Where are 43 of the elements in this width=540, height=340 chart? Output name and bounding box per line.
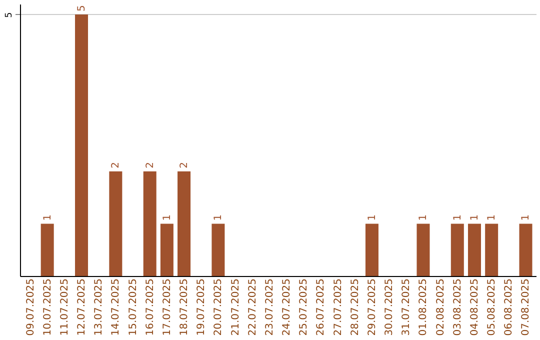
data-label: 1	[520, 214, 532, 221]
x-tick-label: 27.07.2025	[332, 278, 344, 336]
x-tick-label: 11.07.2025	[59, 278, 70, 336]
data-label: 1	[213, 214, 224, 221]
x-tick-label: 19.07.2025	[196, 278, 208, 336]
data-label: 5	[76, 5, 88, 12]
data-label: 2	[110, 162, 122, 168]
data-label: 1	[469, 214, 480, 221]
x-tick-label: 20.07.2025	[213, 278, 224, 336]
x-tick-label: 10.07.2025	[42, 278, 54, 336]
x-tick-label: 06.08.2025	[504, 278, 515, 336]
x-tick-label: 09.07.2025	[25, 278, 36, 336]
x-tick-label: 29.07.2025	[366, 278, 378, 336]
data-label: 1	[418, 214, 430, 221]
x-tick-label: 22.07.2025	[247, 278, 258, 336]
x-tick-label: 18.07.2025	[179, 278, 190, 336]
data-label: 1	[366, 214, 378, 221]
data-label: 1	[486, 214, 498, 221]
x-tick-label: 31.07.2025	[401, 278, 412, 336]
x-tick-label: 14.07.2025	[110, 278, 122, 336]
x-tick-label: 01.08.2025	[418, 278, 430, 336]
x-tick-label: 23.07.2025	[264, 278, 276, 336]
data-label: 1	[452, 214, 464, 221]
x-tick-label: 05.08.2025	[486, 278, 498, 336]
x-tick-label: 07.08.2025	[520, 278, 532, 336]
data-label: 1	[162, 214, 173, 221]
x-tick-label: 15.07.2025	[128, 278, 139, 336]
x-tick-label: 25.07.2025	[298, 278, 310, 336]
x-tick-label: 21.07.2025	[230, 278, 242, 336]
x-tick-label: 04.08.2025	[469, 278, 480, 336]
x-tick-label: 26.07.2025	[316, 278, 327, 336]
x-tick-label: 12.07.2025	[76, 278, 88, 336]
x-tick-label: 02.08.2025	[435, 278, 446, 336]
x-tick-label: 28.07.2025	[350, 278, 361, 336]
x-tick-label: 16.07.2025	[144, 278, 156, 336]
data-label: 1	[42, 214, 54, 221]
data-label: 2	[144, 162, 156, 168]
x-tick-label: 30.07.2025	[384, 278, 396, 336]
x-tick-label: 17.07.2025	[162, 278, 173, 336]
data-label: 2	[179, 162, 190, 168]
x-tick-label: 03.08.2025	[452, 278, 464, 336]
x-tick-label: 13.07.2025	[94, 278, 105, 336]
x-tick-label: 24.07.2025	[282, 278, 293, 336]
